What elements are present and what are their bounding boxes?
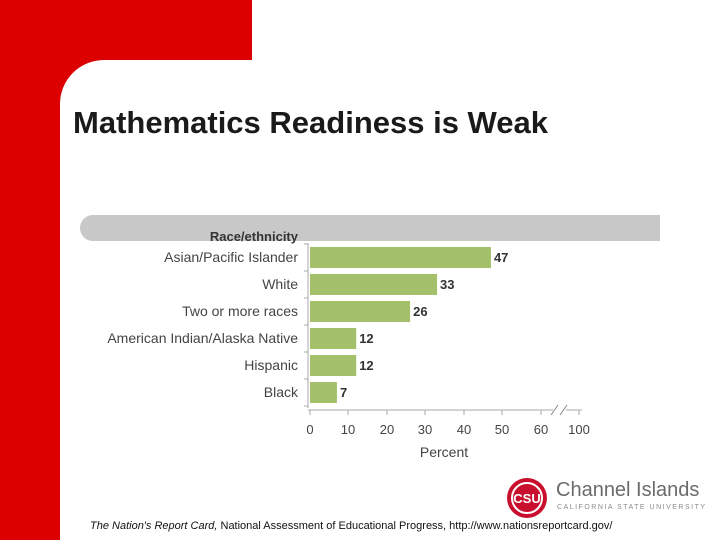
chart-category-header: Race/ethnicity [210,229,299,244]
x-tick-label-0: 0 [306,422,313,437]
axis-break-mark-2 [559,404,568,416]
x-tick-label-4: 40 [457,422,471,437]
bar-4 [310,355,357,376]
value-label-2: 26 [413,304,427,319]
x-tick-label-6: 60 [534,422,548,437]
value-label-1: 33 [440,277,454,292]
x-tick-label-2: 20 [380,422,394,437]
bar-2 [310,301,411,322]
value-label-3: 12 [359,331,373,346]
title-underline-band [80,215,660,241]
category-label-5: Black [264,384,299,400]
bar-0 [310,247,491,268]
value-label-0: 47 [494,250,508,265]
category-label-3: American Indian/Alaska Native [107,330,298,346]
content-panel [60,60,720,540]
value-label-4: 12 [359,358,373,373]
bar-5 [310,382,337,403]
x-tick-label-3: 30 [418,422,432,437]
category-label-0: Asian/Pacific Islander [164,249,298,265]
source-details: National Assessment of Educational Progr… [217,520,613,532]
x-tick-label-1: 10 [341,422,355,437]
x-tick-label-7: 100 [568,422,590,437]
source-title: The Nation's Report Card, [90,520,218,532]
x-axis-label: Percent [420,444,468,460]
source-citation: The Nation's Report Card, National Asses… [90,520,612,532]
logo-subtitle: CALIFORNIA STATE UNIVERSITY [557,504,707,511]
slide-title: Mathematics Readiness is Weak [73,105,548,140]
bar-3 [310,328,357,349]
category-label-4: Hispanic [244,357,298,373]
bar-1 [310,274,438,295]
logo-monogram: CSU [513,491,540,506]
logo-name: Channel Islands [556,479,700,501]
value-label-5: 7 [340,385,347,400]
x-tick-label-5: 50 [495,422,509,437]
csu-logo-icon: CSU [507,478,547,518]
axis-break-mark-1 [550,404,559,416]
category-label-2: Two or more races [182,303,298,319]
category-label-1: White [262,276,298,292]
